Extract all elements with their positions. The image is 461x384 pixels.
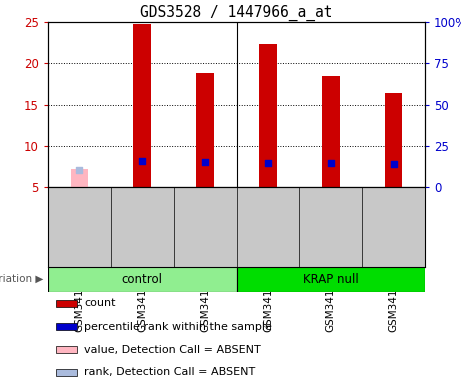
Bar: [71, 169, 88, 187]
Bar: [322, 76, 340, 187]
Bar: [56, 369, 77, 376]
Text: rank, Detection Call = ABSENT: rank, Detection Call = ABSENT: [84, 367, 255, 377]
Point: [139, 158, 146, 164]
Point: [264, 159, 272, 166]
Text: control: control: [122, 273, 163, 286]
Text: KRAP null: KRAP null: [303, 273, 359, 286]
Point: [76, 167, 83, 173]
Text: genotype/variation ▶: genotype/variation ▶: [0, 275, 43, 285]
Text: count: count: [84, 298, 116, 308]
Point: [390, 161, 397, 167]
Bar: [56, 346, 77, 353]
Title: GDS3528 / 1447966_a_at: GDS3528 / 1447966_a_at: [140, 5, 333, 21]
Text: percentile rank within the sample: percentile rank within the sample: [84, 321, 272, 331]
Bar: [48, 267, 236, 292]
Point: [201, 159, 209, 166]
Bar: [196, 73, 214, 187]
Bar: [133, 25, 151, 187]
Bar: [56, 323, 77, 330]
Bar: [385, 93, 402, 187]
Point: [327, 159, 334, 166]
Bar: [56, 300, 77, 307]
Text: value, Detection Call = ABSENT: value, Detection Call = ABSENT: [84, 344, 261, 354]
Bar: [236, 267, 425, 292]
Bar: [259, 44, 277, 187]
